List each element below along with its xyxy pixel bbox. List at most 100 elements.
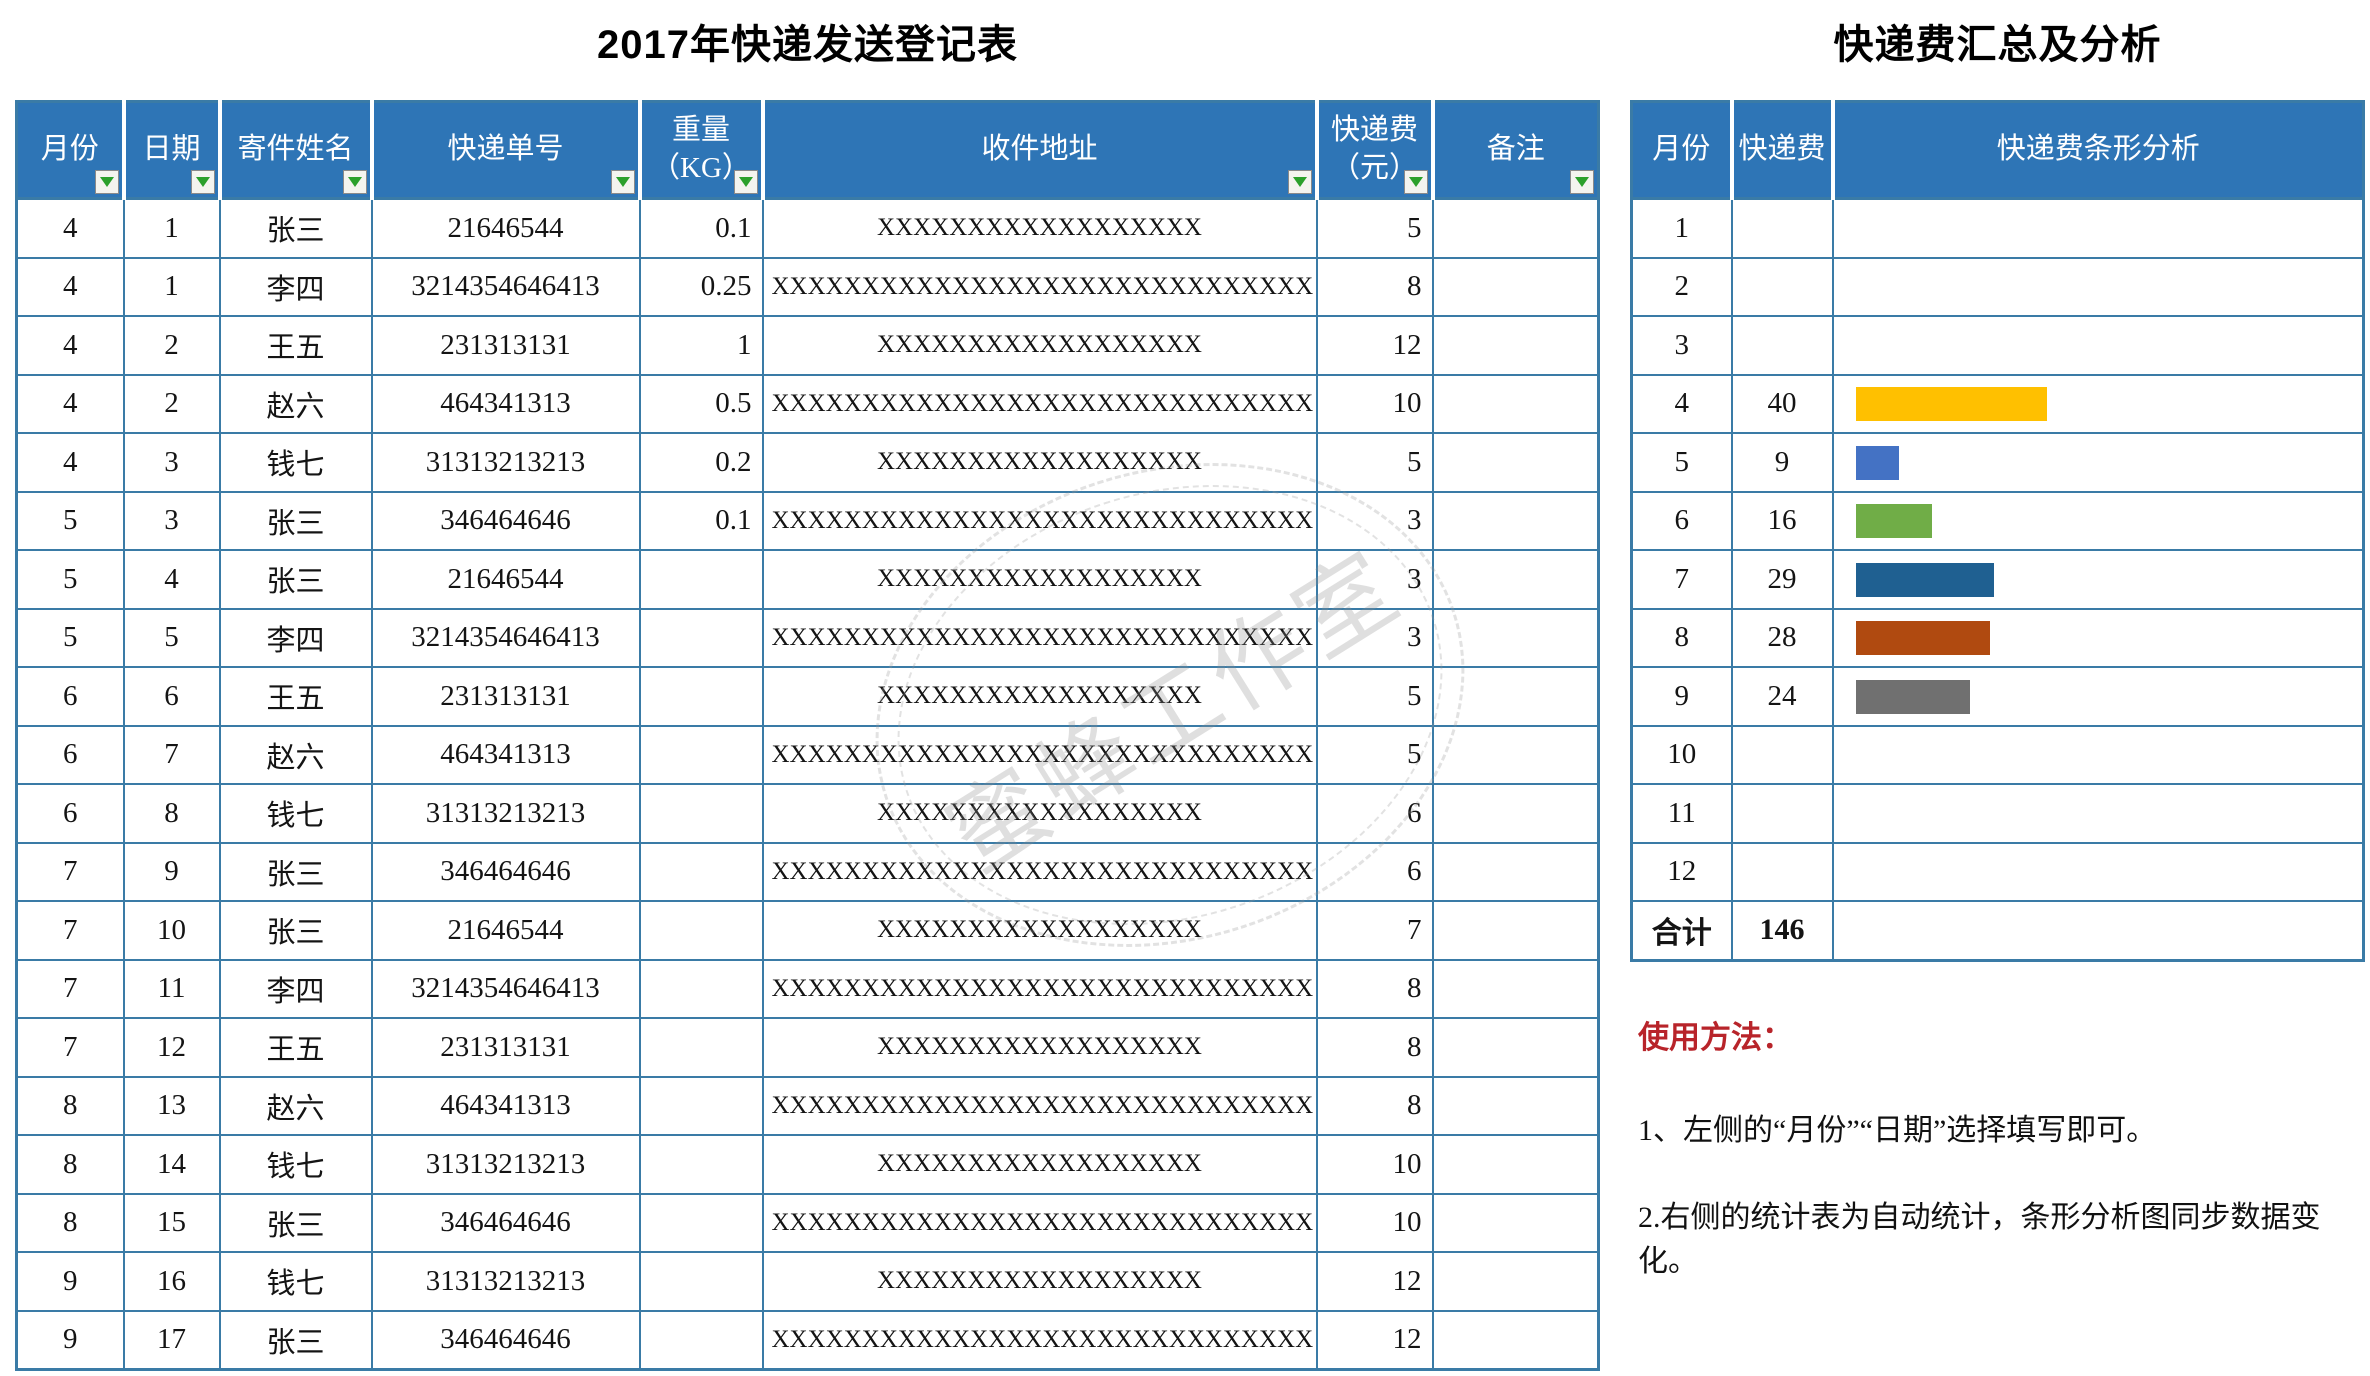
cell-address[interactable]: XXXXXXXXXXXXXXXXXXXXXXXXXXXXXX [761,1075,1318,1136]
cell-date[interactable]: 17 [122,1309,221,1371]
cell-fee[interactable]: 8 [1315,256,1434,317]
cell-fee[interactable]: 6 [1315,841,1434,902]
cell-bar-analysis[interactable] [1831,666,2365,727]
cell-month[interactable]: 4 [15,256,125,317]
cell-date[interactable]: 13 [122,1075,221,1136]
cell-month[interactable]: 4 [15,432,125,493]
cell-month[interactable]: 7 [15,900,125,961]
cell-tracking-number[interactable]: 3214354646413 [370,607,641,668]
cell-address[interactable]: XXXXXXXXXXXXXXXXXXXXXXXXXXXXXX [761,724,1318,785]
cell-note[interactable] [1431,1075,1600,1136]
cell-weight[interactable] [638,1251,764,1312]
cell-fee[interactable] [1730,724,1834,785]
cell-fee[interactable] [1730,315,1834,376]
cell-tracking-number[interactable]: 231313131 [370,666,641,727]
cell-address[interactable]: XXXXXXXXXXXXXXXXXXXXXXXXXXXXXX [761,256,1318,317]
cell-fee[interactable]: 16 [1730,490,1834,551]
cell-fee[interactable]: 10 [1315,1192,1434,1253]
filter-button-weight[interactable] [733,170,758,194]
cell-address[interactable]: XXXXXXXXXXXXXXXXXX [761,1134,1318,1195]
cell-month[interactable]: 4 [15,315,125,376]
cell-month[interactable]: 4 [1630,373,1733,434]
total-bar-empty[interactable] [1831,900,2365,961]
cell-address[interactable]: XXXXXXXXXXXXXXXXXXXXXXXXXXXXXX [761,1309,1318,1371]
cell-month[interactable]: 11 [1630,783,1733,844]
cell-note[interactable] [1431,256,1600,317]
cell-fee[interactable] [1730,256,1834,317]
cell-month[interactable]: 8 [1630,607,1733,668]
cell-note[interactable] [1431,958,1600,1019]
cell-weight[interactable] [638,724,764,785]
cell-tracking-number[interactable]: 31313213213 [370,1251,641,1312]
cell-month[interactable]: 5 [15,490,125,551]
cell-note[interactable] [1431,432,1600,493]
cell-month[interactable]: 1 [1630,197,1733,259]
cell-sender-name[interactable]: 李四 [218,958,373,1019]
cell-weight[interactable]: 0.2 [638,432,764,493]
cell-fee[interactable]: 5 [1315,724,1434,785]
cell-note[interactable] [1431,724,1600,785]
cell-month[interactable]: 8 [15,1075,125,1136]
cell-address[interactable]: XXXXXXXXXXXXXXXXXX [761,783,1318,844]
cell-fee[interactable]: 8 [1315,958,1434,1019]
cell-month[interactable]: 7 [1630,549,1733,610]
cell-date[interactable]: 10 [122,900,221,961]
cell-date[interactable]: 8 [122,783,221,844]
cell-month[interactable]: 8 [15,1192,125,1253]
filter-button-date[interactable] [190,170,215,194]
cell-address[interactable]: XXXXXXXXXXXXXXXXXXXXXXXXXXXXXX [761,841,1318,902]
cell-address[interactable]: XXXXXXXXXXXXXXXXXX [761,432,1318,493]
cell-date[interactable]: 1 [122,256,221,317]
cell-date[interactable]: 2 [122,315,221,376]
cell-sender-name[interactable]: 张三 [218,549,373,610]
cell-note[interactable] [1431,1134,1600,1195]
cell-month[interactable]: 10 [1630,724,1733,785]
cell-sender-name[interactable]: 王五 [218,1017,373,1078]
cell-note[interactable] [1431,315,1600,376]
cell-note[interactable] [1431,549,1600,610]
cell-sender-name[interactable]: 钱七 [218,1251,373,1312]
cell-bar-analysis[interactable] [1831,432,2365,493]
cell-sender-name[interactable]: 钱七 [218,432,373,493]
cell-tracking-number[interactable]: 464341313 [370,1075,641,1136]
cell-fee[interactable]: 3 [1315,549,1434,610]
cell-fee[interactable]: 10 [1315,373,1434,434]
cell-fee[interactable]: 10 [1315,1134,1434,1195]
cell-weight[interactable] [638,607,764,668]
cell-fee[interactable]: 12 [1315,315,1434,376]
filter-button-note[interactable] [1570,170,1594,194]
cell-tracking-number[interactable]: 3214354646413 [370,958,641,1019]
cell-tracking-number[interactable]: 21646544 [370,197,641,259]
cell-note[interactable] [1431,197,1600,259]
cell-month[interactable]: 2 [1630,256,1733,317]
cell-tracking-number[interactable]: 231313131 [370,1017,641,1078]
cell-month[interactable]: 3 [1630,315,1733,376]
cell-month[interactable]: 7 [15,958,125,1019]
cell-fee[interactable]: 3 [1315,490,1434,551]
cell-fee[interactable] [1730,197,1834,259]
cell-date[interactable]: 4 [122,549,221,610]
total-label[interactable]: 合计 [1630,900,1733,961]
cell-weight[interactable] [638,841,764,902]
cell-tracking-number[interactable]: 21646544 [370,900,641,961]
cell-bar-analysis[interactable] [1831,783,2365,844]
cell-sender-name[interactable]: 张三 [218,1192,373,1253]
cell-month[interactable]: 7 [15,841,125,902]
cell-fee[interactable]: 28 [1730,607,1834,668]
cell-fee[interactable] [1730,783,1834,844]
cell-month[interactable]: 9 [15,1251,125,1312]
cell-date[interactable]: 6 [122,666,221,727]
cell-fee[interactable]: 8 [1315,1017,1434,1078]
cell-date[interactable]: 9 [122,841,221,902]
cell-sender-name[interactable]: 钱七 [218,783,373,844]
cell-sender-name[interactable]: 张三 [218,197,373,259]
cell-fee[interactable]: 24 [1730,666,1834,727]
cell-date[interactable]: 16 [122,1251,221,1312]
cell-month[interactable]: 4 [15,197,125,259]
cell-month[interactable]: 8 [15,1134,125,1195]
cell-fee[interactable]: 7 [1315,900,1434,961]
cell-fee[interactable]: 12 [1315,1251,1434,1312]
cell-sender-name[interactable]: 王五 [218,315,373,376]
cell-address[interactable]: XXXXXXXXXXXXXXXXXXXXXXXXXXXXXX [761,1192,1318,1253]
cell-date[interactable]: 11 [122,958,221,1019]
